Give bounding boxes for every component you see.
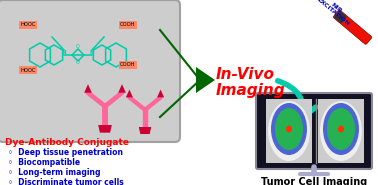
FancyBboxPatch shape [334,11,347,23]
Text: In-Vivo
Imaging: In-Vivo Imaging [216,67,286,98]
Ellipse shape [275,108,303,150]
Ellipse shape [286,125,292,132]
Text: ◦  Long-term imaging: ◦ Long-term imaging [8,168,101,177]
FancyBboxPatch shape [256,93,372,169]
Ellipse shape [271,103,307,155]
Ellipse shape [327,108,355,150]
Ellipse shape [338,125,344,132]
Text: COOH: COOH [120,23,136,28]
Ellipse shape [268,101,310,161]
Text: O: O [76,60,80,65]
Text: ◦  Discriminate tumor cells: ◦ Discriminate tumor cells [8,178,124,185]
Polygon shape [118,84,126,93]
Text: HOOC: HOOC [20,23,36,28]
FancyBboxPatch shape [318,99,364,163]
Ellipse shape [323,103,359,155]
Text: N: N [90,50,94,55]
FancyBboxPatch shape [0,0,180,142]
Polygon shape [126,90,133,97]
Text: ◦  Biocompatible: ◦ Biocompatible [8,158,80,167]
Text: Dye-Antibody Conjugate: Dye-Antibody Conjugate [5,138,129,147]
FancyBboxPatch shape [266,99,312,163]
Polygon shape [84,84,92,93]
Text: NIR
EXCITATION: NIR EXCITATION [316,0,354,27]
Polygon shape [139,127,151,134]
Polygon shape [157,90,164,97]
FancyBboxPatch shape [333,10,372,44]
FancyArrowPatch shape [278,81,316,118]
Text: COOH: COOH [120,63,136,68]
Text: Tumor Cell Imaging: Tumor Cell Imaging [261,177,367,185]
Polygon shape [98,125,112,133]
Text: HOOC: HOOC [20,68,36,73]
Text: ◦  Deep tissue penetration: ◦ Deep tissue penetration [8,148,123,157]
Ellipse shape [320,101,362,161]
Text: O: O [76,45,80,50]
Polygon shape [196,67,215,93]
Text: N: N [62,50,66,55]
